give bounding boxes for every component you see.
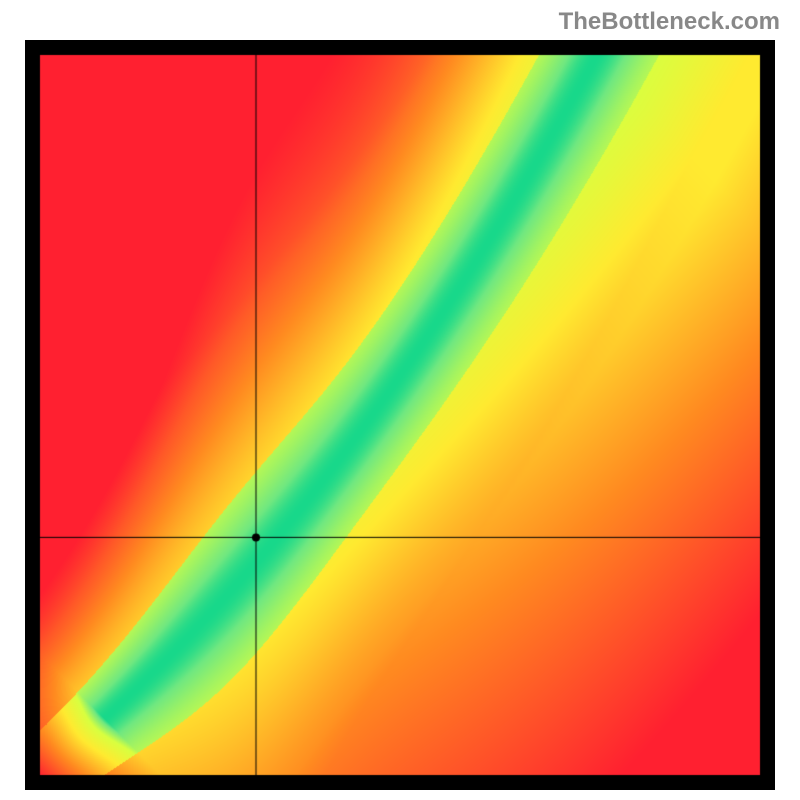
heatmap-chart	[25, 40, 775, 790]
watermark-text: TheBottleneck.com	[559, 8, 780, 36]
heatmap-canvas	[25, 40, 775, 790]
